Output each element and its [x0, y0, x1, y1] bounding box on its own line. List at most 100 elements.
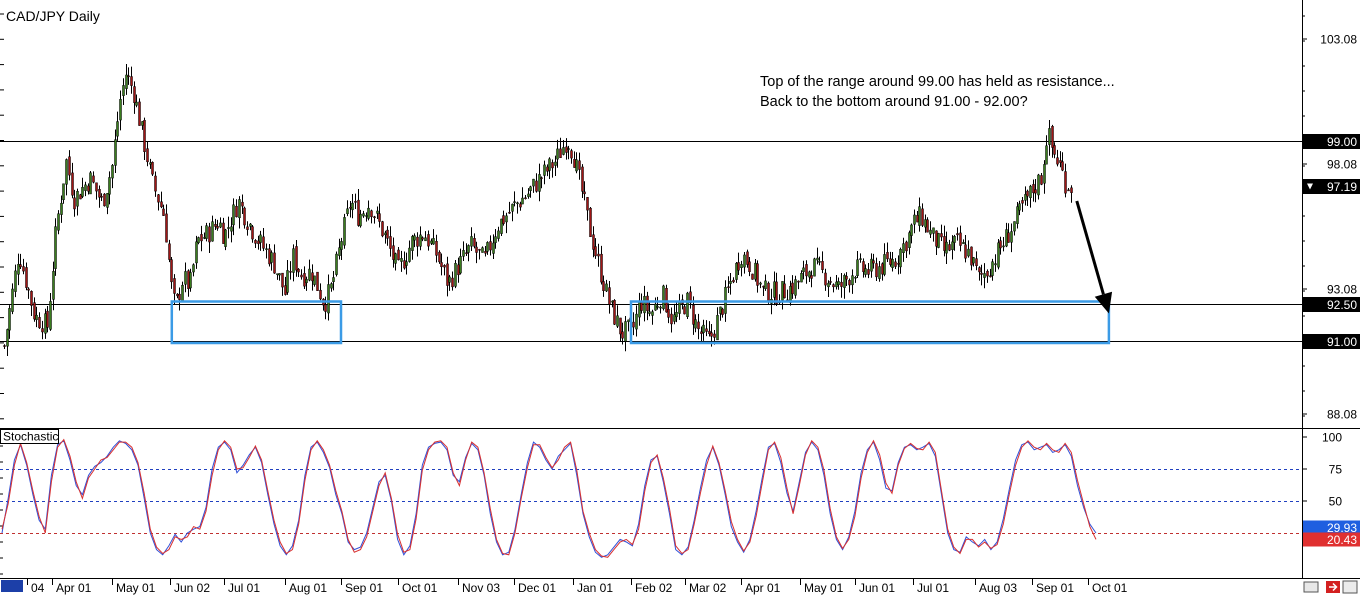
candle-down: [594, 246, 597, 257]
candle-up: [430, 240, 433, 244]
candle-down: [257, 240, 260, 245]
candle-down: [708, 330, 711, 335]
candle-down: [840, 281, 843, 287]
candle-down: [392, 245, 395, 260]
candle-up: [918, 206, 921, 226]
candle-up: [562, 147, 565, 155]
candle-down: [810, 275, 813, 279]
candle-up: [1048, 128, 1051, 145]
candle-down: [22, 266, 25, 272]
candle-down: [178, 293, 181, 300]
candle-up: [527, 193, 530, 197]
candle-down: [916, 215, 919, 223]
candle-down: [670, 313, 673, 325]
candle-up: [813, 258, 816, 277]
candle-up: [84, 184, 87, 191]
candle-down: [824, 272, 827, 286]
candle-up: [330, 283, 333, 289]
candle-down: [508, 211, 511, 214]
time-tick-label: 04: [31, 581, 45, 595]
candle-down: [484, 251, 487, 254]
candle-down: [667, 309, 670, 318]
candle-up: [1029, 185, 1032, 199]
stochastic-series: [0, 438, 1302, 558]
candle-up: [675, 311, 678, 318]
candle-down: [710, 332, 713, 337]
candle-down: [222, 222, 225, 244]
candle-up: [870, 258, 873, 272]
candle-down: [1061, 161, 1064, 171]
time-tick-label: Nov 03: [462, 581, 500, 595]
chart-shift-icon: [1342, 580, 1358, 594]
candle-down: [25, 267, 28, 288]
time-axis: 04 Apr 01 May 01 Jun 02 Jul 01 Aug 01 Sep 01 Oc…: [1, 579, 1358, 595]
time-tick-label: Sep 01: [345, 581, 383, 595]
candle-up: [49, 301, 52, 330]
candle-down: [1034, 189, 1037, 194]
candle-down: [592, 234, 595, 250]
candle-down: [357, 199, 360, 226]
candle-up: [910, 224, 913, 236]
candle-down: [700, 331, 703, 334]
candle-up: [197, 237, 200, 243]
time-tick-label: Jan 01: [577, 581, 613, 595]
candle-down: [881, 263, 884, 275]
candle-down: [783, 283, 786, 299]
candle-down: [727, 286, 730, 288]
candle-up: [346, 208, 349, 215]
time-tick-label: Apr 01: [56, 581, 92, 595]
candle-down: [570, 150, 573, 159]
candle-up: [899, 249, 902, 268]
candle-up: [227, 227, 230, 229]
candle-up: [729, 281, 732, 284]
candle-up: [265, 248, 268, 250]
candle-up: [494, 236, 497, 243]
candle-up: [459, 256, 462, 274]
candle-down: [71, 172, 74, 196]
candle-down: [948, 244, 951, 251]
candle-up: [189, 272, 192, 289]
candle-up: [800, 272, 803, 283]
candle-up: [362, 213, 365, 217]
candle-up: [486, 242, 489, 252]
time-tick-label: Jul 01: [228, 581, 260, 595]
candle-up: [89, 172, 92, 195]
candle-up: [135, 101, 138, 106]
candle-down: [373, 216, 376, 218]
candle-down: [829, 281, 832, 283]
candle-up: [343, 217, 346, 246]
candle-down: [535, 180, 538, 192]
candle-up: [1045, 145, 1048, 165]
candle-up: [400, 258, 403, 262]
candle-down: [33, 302, 36, 320]
candle-down: [165, 213, 168, 243]
time-tick-label: Apr 01: [745, 581, 781, 595]
candle-down: [421, 237, 424, 240]
candle-down: [157, 194, 160, 203]
candle-up: [794, 279, 797, 296]
price-tick-label: 88.08: [1327, 408, 1357, 422]
candle-up: [44, 313, 47, 334]
candle-down: [475, 246, 478, 253]
candle-down: [565, 146, 568, 153]
candle-up: [754, 262, 757, 280]
candle-up: [740, 264, 743, 268]
candle-up: [448, 276, 451, 283]
candle-up: [232, 204, 235, 226]
candle-up: [270, 252, 273, 263]
time-tick-label: May 01: [804, 581, 844, 595]
candle-down: [324, 304, 327, 312]
candle-up: [14, 270, 17, 292]
candle-up: [605, 283, 608, 292]
candle-up: [702, 324, 705, 333]
candle-up: [332, 277, 335, 282]
candle-up: [627, 319, 630, 323]
candle-up: [462, 250, 465, 257]
candle-down: [143, 120, 146, 152]
candle-down: [403, 260, 406, 269]
stochastic-value-label: 20.43: [1327, 533, 1357, 547]
candle-up: [994, 263, 997, 266]
stochastic-tick-label: 100: [1322, 431, 1342, 445]
price-tick-label: 98.08: [1327, 158, 1357, 172]
candle-down: [619, 317, 622, 335]
